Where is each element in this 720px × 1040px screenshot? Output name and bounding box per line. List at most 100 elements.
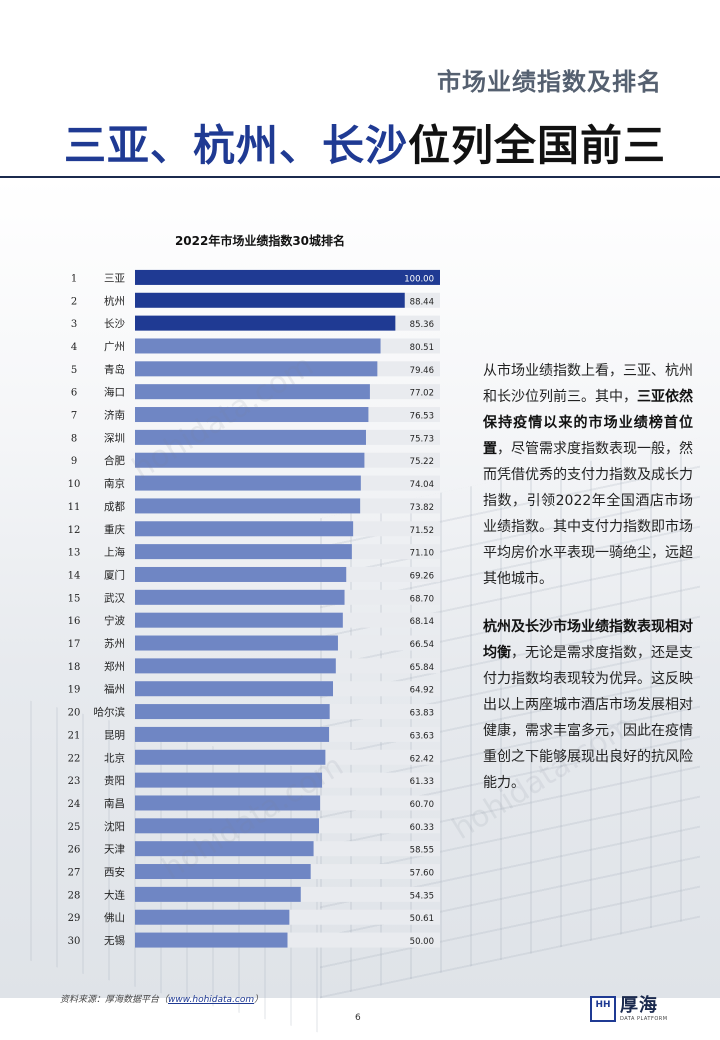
- city-label: 宁波: [104, 614, 125, 627]
- value-label: 76.53: [410, 412, 434, 422]
- city-label: 青岛: [104, 363, 125, 376]
- value-label: 63.83: [410, 709, 434, 719]
- value-label: 50.00: [410, 937, 434, 947]
- city-label: 南京: [104, 477, 125, 490]
- rank-label: 2: [71, 296, 77, 307]
- rank-label: 23: [68, 776, 81, 787]
- bar-南昌: [135, 795, 321, 811]
- rank-label: 11: [68, 502, 81, 513]
- value-label: 61.33: [410, 777, 434, 787]
- city-label: 昆明: [104, 729, 125, 741]
- value-label: 69.26: [410, 571, 434, 581]
- city-label: 重庆: [104, 523, 125, 536]
- bar-三亚: [135, 269, 440, 285]
- rank-label: 30: [68, 936, 81, 947]
- bar-福州: [135, 681, 334, 697]
- bar-海口: [135, 384, 370, 400]
- city-label: 哈尔滨: [94, 706, 126, 719]
- paragraph-2-emphasis: 杭州及长沙市场业绩指数表现相对均衡: [483, 619, 693, 661]
- value-label: 88.44: [410, 297, 434, 307]
- paragraph-1-intro: 从市场业绩指数上看，三亚、杭州和长沙位列前三。其中，: [483, 363, 693, 405]
- value-label: 62.42: [410, 754, 434, 764]
- bar-武汉: [135, 589, 345, 605]
- city-label: 三亚: [104, 272, 125, 284]
- rank-label: 25: [68, 822, 81, 833]
- bar-合肥: [135, 452, 365, 468]
- value-label: 50.61: [410, 914, 434, 924]
- value-label: 65.84: [410, 663, 434, 673]
- brand-logo: HH 厚海 DATA PLATFORM: [590, 996, 668, 1022]
- value-label: 60.70: [410, 800, 434, 810]
- rank-label: 28: [68, 890, 81, 901]
- bar-北京: [135, 749, 326, 765]
- bar-沈阳: [135, 818, 320, 834]
- city-label: 深圳: [104, 432, 125, 444]
- city-label: 佛山: [104, 911, 125, 924]
- rank-label: 4: [71, 342, 77, 353]
- value-label: 80.51: [410, 343, 434, 353]
- source-prefix: 资料来源：厚海数据平台（: [60, 995, 169, 1005]
- bar-南京: [135, 475, 361, 491]
- city-label: 北京: [104, 751, 125, 764]
- value-label: 68.70: [410, 594, 434, 604]
- city-label: 上海: [104, 546, 125, 559]
- rank-label: 9: [71, 456, 77, 467]
- value-label: 63.63: [410, 731, 434, 741]
- rank-label: 7: [71, 411, 77, 422]
- logo-subtitle: DATA PLATFORM: [620, 1016, 668, 1022]
- city-label: 苏州: [104, 637, 125, 650]
- analysis-paragraph-1: 从市场业绩指数上看，三亚、杭州和长沙位列前三。其中，三亚依然保持疫情以来的市场业…: [483, 358, 693, 592]
- rank-label: 19: [68, 685, 81, 696]
- bar-西安: [135, 864, 311, 880]
- bar-重庆: [135, 521, 354, 537]
- value-label: 85.36: [410, 320, 434, 330]
- bar-杭州: [135, 292, 405, 308]
- page-title-rest: 位列全国前三: [408, 121, 667, 170]
- rank-label: 8: [71, 433, 77, 444]
- rank-label: 29: [68, 913, 81, 924]
- rank-label: 13: [68, 548, 81, 559]
- bar-广州: [135, 338, 381, 354]
- page-title: 三亚、杭州、长沙位列全国前三: [64, 112, 666, 173]
- value-label: 57.60: [410, 869, 434, 879]
- bar-无锡: [135, 932, 288, 948]
- rank-label: 5: [71, 365, 77, 376]
- header-divider: [0, 176, 720, 178]
- city-label: 成都: [104, 501, 125, 513]
- city-label: 大连: [104, 888, 125, 901]
- bar-贵阳: [135, 772, 323, 788]
- bar-大连: [135, 886, 301, 902]
- page-title-highlight: 三亚、杭州、长沙: [64, 121, 409, 170]
- value-label: 66.54: [410, 640, 434, 650]
- rank-label: 1: [71, 273, 77, 284]
- paragraph-2-rest: ，无论是需求度指数，还是支付力指数均表现较为优异。这反映出以上两座城市酒店市场发…: [483, 645, 693, 791]
- city-label: 合肥: [104, 454, 125, 467]
- bar-郑州: [135, 658, 336, 674]
- city-label: 西安: [104, 866, 125, 879]
- bar-宁波: [135, 612, 343, 628]
- bar-昆明: [135, 726, 330, 742]
- section-subtitle: 市场业绩指数及排名: [437, 67, 662, 96]
- rank-label: 3: [71, 319, 77, 330]
- value-label: 64.92: [410, 686, 434, 696]
- bar-济南: [135, 407, 369, 423]
- source-suffix: ）: [254, 995, 264, 1005]
- city-label: 济南: [104, 409, 125, 422]
- rank-label: 10: [68, 479, 81, 490]
- rank-label: 6: [71, 388, 77, 399]
- bar-佛山: [135, 909, 290, 925]
- source-link[interactable]: www.hohidata.com: [168, 995, 255, 1005]
- rank-label: 17: [68, 639, 81, 650]
- city-label: 沈阳: [104, 820, 125, 833]
- background-building-photo: [0, 178, 720, 998]
- rank-label: 14: [68, 570, 81, 581]
- logo-text: 厚海 DATA PLATFORM: [620, 996, 668, 1023]
- bar-深圳: [135, 429, 366, 445]
- paragraph-1-rest: ，尽管需求度指数表现一般，然而凭借优秀的支付力指数及成长力指数，引领2022年全…: [483, 441, 693, 587]
- value-label: 71.10: [410, 549, 434, 559]
- logo-mark-icon: HH: [590, 996, 616, 1022]
- rank-label: 22: [68, 753, 81, 764]
- value-label: 77.02: [410, 389, 434, 399]
- page-number: 6: [355, 1013, 361, 1023]
- city-label: 南昌: [104, 797, 125, 810]
